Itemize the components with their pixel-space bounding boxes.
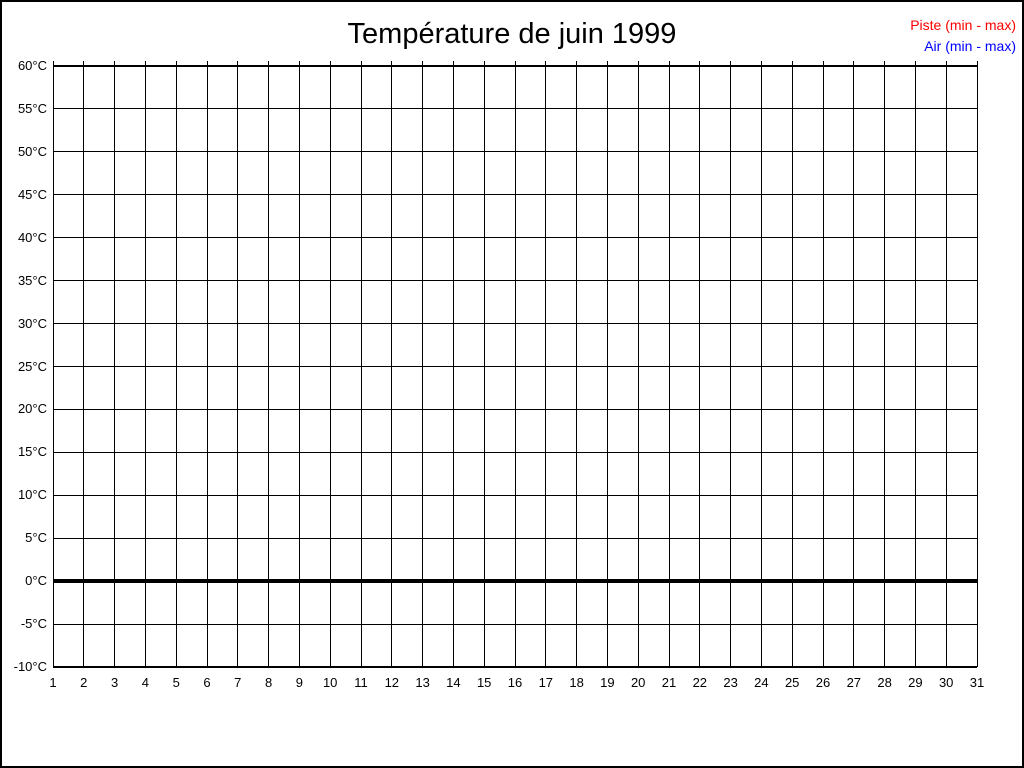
x-tick-label: 28 (877, 675, 892, 690)
x-tick-label: 18 (569, 675, 584, 690)
y-tick-label: 15°C (17, 444, 47, 460)
x-tick-label: 23 (723, 675, 738, 690)
x-gridline (483, 61, 485, 667)
x-gridline (914, 61, 916, 667)
x-tick-label: 31 (969, 675, 985, 690)
x-gridline (730, 61, 732, 667)
x-tick-label: 8 (264, 675, 273, 690)
y-tick-label: 45°C (17, 186, 47, 202)
y-tick-label: 5°C (25, 530, 47, 546)
y-tick-label: 60°C (17, 58, 47, 73)
x-tick-label: 12 (384, 675, 400, 690)
y-tick-label: 20°C (17, 401, 47, 417)
chart-title: Température de juin 1999 (347, 18, 677, 50)
y-tick-label: 50°C (17, 143, 47, 159)
x-gridline (298, 61, 300, 667)
x-gridline (83, 61, 85, 667)
y-tick-label: -5°C (20, 616, 47, 632)
x-tick-label: 1 (49, 675, 57, 690)
y-tick-label: 35°C (17, 272, 47, 288)
x-gridline (976, 61, 978, 667)
x-gridline (822, 61, 824, 667)
x-gridline (637, 61, 639, 667)
x-gridline (360, 61, 362, 667)
x-tick-label: 27 (846, 675, 862, 690)
x-gridline (606, 61, 608, 667)
x-gridline (175, 61, 177, 667)
x-gridline (206, 61, 208, 667)
x-gridline (114, 61, 116, 667)
y-tick-label: 25°C (17, 358, 47, 374)
x-gridline (699, 61, 701, 667)
x-gridline (514, 61, 516, 667)
x-tick-label: 25 (784, 675, 800, 690)
x-tick-label: 15 (476, 675, 492, 690)
x-gridline (237, 61, 239, 667)
x-tick-label: 10 (322, 675, 338, 690)
x-tick-label: 29 (908, 675, 923, 690)
x-gridline (576, 61, 578, 667)
x-gridline (422, 61, 424, 667)
x-gridline (545, 61, 547, 667)
chart-legend: Piste (min - max) Air (min - max) (910, 15, 1016, 57)
x-gridline (329, 61, 331, 667)
x-gridline (452, 61, 454, 667)
x-tick-label: 16 (507, 675, 523, 690)
legend-item-0: Piste (min - max) (910, 17, 1016, 33)
x-gridline (760, 61, 762, 667)
x-tick-label: 2 (80, 675, 88, 690)
x-gridline (268, 61, 270, 667)
y-tick-label: 55°C (17, 100, 47, 116)
x-tick-label: 7 (234, 675, 242, 690)
x-gridline (884, 61, 886, 667)
x-gridline (144, 61, 146, 667)
x-tick-label: 9 (295, 675, 303, 690)
y-gridline (53, 666, 977, 668)
x-gridline (52, 61, 54, 667)
x-tick-label: 24 (754, 675, 769, 690)
x-gridline (853, 61, 855, 667)
x-gridline (391, 61, 393, 667)
x-tick-label: 30 (938, 675, 954, 690)
y-tick-label: 40°C (17, 229, 47, 245)
y-tick-label: 30°C (17, 315, 47, 331)
x-tick-label: 3 (110, 675, 119, 690)
x-gridline (668, 61, 670, 667)
x-tick-label: 22 (692, 675, 708, 690)
x-tick-label: 17 (538, 675, 554, 690)
x-gridline (945, 61, 947, 667)
x-tick-label: 26 (815, 675, 831, 690)
x-tick-label: 6 (203, 675, 211, 690)
x-tick-label: 11 (354, 675, 368, 690)
y-tick-label: 0°C (25, 573, 47, 589)
x-tick-label: 20 (630, 675, 646, 690)
x-tick-label: 21 (661, 675, 677, 690)
y-tick-label: -10°C (13, 659, 47, 674)
x-tick-label: 4 (141, 675, 149, 690)
x-tick-label: 5 (172, 675, 180, 690)
legend-item-1: Air (min - max) (924, 38, 1016, 54)
x-tick-label: 13 (415, 675, 430, 690)
x-tick-label: 19 (600, 675, 615, 690)
x-gridline (791, 61, 793, 667)
x-tick-label: 14 (446, 675, 461, 690)
y-tick-label: 10°C (17, 487, 47, 503)
